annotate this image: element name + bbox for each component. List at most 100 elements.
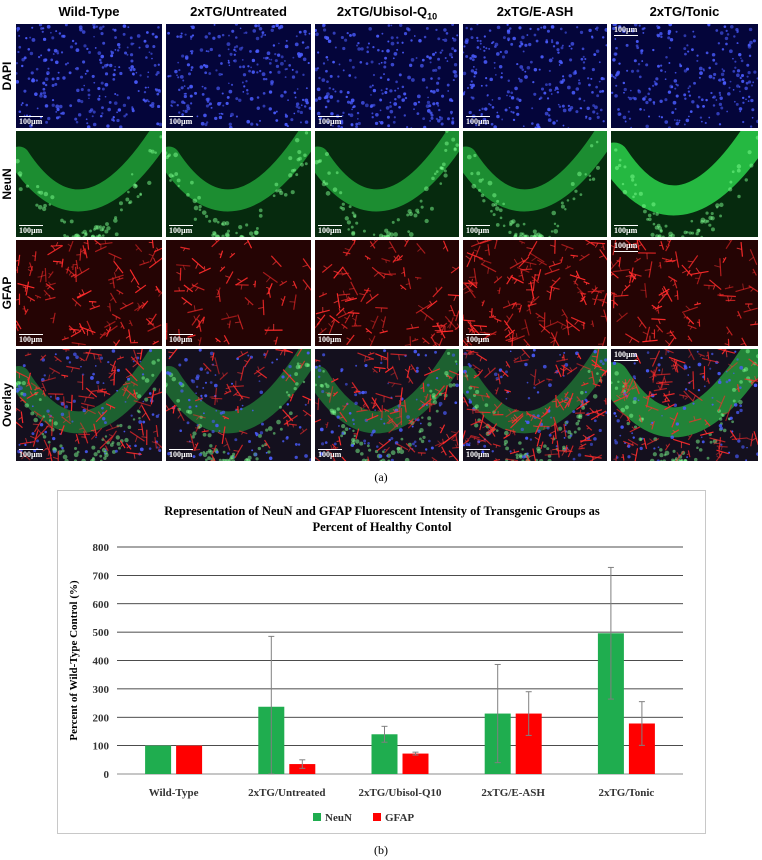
scale-bar-label: 100µm xyxy=(19,450,43,459)
column-header-text: 2xTG/Ubisol-Q xyxy=(336,4,428,19)
row-label: Overlay xyxy=(0,349,14,461)
scale-bar: 100µm xyxy=(466,116,490,126)
scale-bar-line xyxy=(169,225,193,226)
y-tick-label: 500 xyxy=(93,627,110,639)
row-label-text: Overlay xyxy=(0,382,14,428)
micrograph-dapi: 100µm xyxy=(611,24,758,128)
micrograph-dapi: 100µm xyxy=(315,24,459,128)
micrograph-gfap: 100µm xyxy=(166,240,311,346)
scale-bar-line xyxy=(614,225,638,226)
scale-bar: 100µm xyxy=(318,116,342,126)
scale-bar-line xyxy=(466,116,490,117)
column-header: 2xTG/Tonic xyxy=(611,4,758,22)
scale-bar-label: 100µm xyxy=(169,335,193,344)
micrograph-gfap: 100µm xyxy=(315,240,459,346)
scale-bar-line xyxy=(318,116,342,117)
scale-bar: 100µm xyxy=(466,334,490,344)
scale-bar-label: 100µm xyxy=(169,226,193,235)
x-tick-label: 2xTG/Untreated xyxy=(248,787,325,799)
chart-panel: Representation of NeuN and GFAP Fluoresc… xyxy=(57,490,706,834)
row-label-text: GFAP xyxy=(0,276,14,310)
scale-bar-label: 100µm xyxy=(466,450,490,459)
scale-bar: 100µm xyxy=(19,116,43,126)
chart-title-line-1: Representation of NeuN and GFAP Fluoresc… xyxy=(164,504,600,518)
microscopy-panel: Wild-Type 2xTG/Untreated 2xTG/Ubisol-Q10 2x… xyxy=(0,4,758,461)
column-header: 2xTG/Untreated xyxy=(166,4,311,22)
scale-bar-label: 100µm xyxy=(614,226,638,235)
scale-bar: 100µm xyxy=(614,26,638,36)
scale-bar: 100µm xyxy=(614,351,638,361)
row-label-text: DAPI xyxy=(0,61,14,91)
scale-bar-line xyxy=(19,116,43,117)
y-tick-label: 800 xyxy=(93,542,110,554)
micrograph-overlay: 100µm xyxy=(315,349,459,461)
scale-bar: 100µm xyxy=(169,334,193,344)
scale-bar: 100µm xyxy=(169,449,193,459)
scale-bar-label: 100µm xyxy=(466,117,490,126)
micrograph-gfap: 100µm xyxy=(611,240,758,346)
scale-bar-line xyxy=(19,449,43,450)
y-tick-label: 0 xyxy=(104,769,110,781)
scale-bar: 100µm xyxy=(318,225,342,235)
scale-bar: 100µm xyxy=(318,449,342,459)
scale-bar: 100µm xyxy=(19,449,43,459)
legend-label-gfap: GFAP xyxy=(385,812,414,824)
row-label: NeuN xyxy=(0,131,14,237)
legend-swatch-neun xyxy=(313,813,321,821)
scale-bar: 100µm xyxy=(466,225,490,235)
micrograph-neun: 100µm xyxy=(315,131,459,237)
scale-bar-line xyxy=(19,225,43,226)
scale-bar-label: 100µm xyxy=(19,335,43,344)
caption-b: (b) xyxy=(374,843,388,857)
bar-neun xyxy=(145,745,172,774)
legend-swatch-gfap xyxy=(373,813,381,821)
micrograph-dapi: 100µm xyxy=(166,24,311,128)
scale-bar-line xyxy=(19,334,43,335)
scale-bar: 100µm xyxy=(318,334,342,344)
micrograph-neun: 100µm xyxy=(463,131,607,237)
column-header: 2xTG/E-ASH xyxy=(463,4,607,22)
column-header: 2xTG/Ubisol-Q10 xyxy=(315,4,459,22)
y-tick-label: 100 xyxy=(93,741,110,753)
scale-bar: 100µm xyxy=(169,116,193,126)
scale-bar-line xyxy=(466,449,490,450)
scale-bar: 100µm xyxy=(614,225,638,235)
bar-gfap xyxy=(402,753,429,774)
scale-bar-line xyxy=(169,334,193,335)
x-tick-label: 2xTG/E-ASH xyxy=(481,787,545,799)
scale-bar-label: 100µm xyxy=(169,117,193,126)
micrograph-dapi: 100µm xyxy=(16,24,162,128)
scale-bar-line xyxy=(169,116,193,117)
caption-a: (a) xyxy=(374,470,388,484)
scale-bar-line xyxy=(466,334,490,335)
scale-bar-label: 100µm xyxy=(318,450,342,459)
scale-bar-line xyxy=(169,449,193,450)
scale-bar-label: 100µm xyxy=(318,335,342,344)
scale-bar: 100µm xyxy=(169,225,193,235)
y-tick-label: 600 xyxy=(93,599,110,611)
micrograph-gfap: 100µm xyxy=(16,240,162,346)
scale-bar-label: 100µm xyxy=(466,335,490,344)
x-tick-label: 2xTG/Ubisol-Q10 xyxy=(358,787,442,799)
scale-bar-label: 100µm xyxy=(614,350,638,359)
scale-bar-line xyxy=(614,360,638,361)
scale-bar-line xyxy=(614,35,638,36)
row-label: DAPI xyxy=(0,24,14,128)
micrograph-overlay: 100µm xyxy=(611,349,758,461)
bar-gfap xyxy=(289,764,316,774)
scale-bar-label: 100µm xyxy=(318,226,342,235)
column-header: Wild-Type xyxy=(16,4,162,22)
column-header-text: Wild-Type xyxy=(58,4,120,19)
micrograph-overlay: 100µm xyxy=(16,349,162,461)
scale-bar: 100µm xyxy=(19,225,43,235)
micrograph-neun: 100µm xyxy=(16,131,162,237)
x-tick-label: 2xTG/Tonic xyxy=(598,787,654,799)
scale-bar-label: 100µm xyxy=(466,226,490,235)
y-tick-label: 300 xyxy=(93,684,110,696)
micrograph-overlay: 100µm xyxy=(463,349,607,461)
column-header-text: 2xTG/Tonic xyxy=(649,4,720,19)
scale-bar: 100µm xyxy=(19,334,43,344)
micrograph-overlay: 100µm xyxy=(166,349,311,461)
scale-bar-line xyxy=(466,225,490,226)
scale-bar-line xyxy=(614,251,638,252)
